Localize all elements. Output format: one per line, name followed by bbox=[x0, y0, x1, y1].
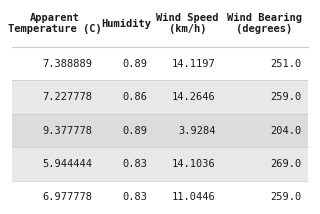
Bar bbox=[12, 47, 308, 80]
Text: 3.9284: 3.9284 bbox=[178, 126, 215, 135]
Text: Wind Speed
(km/h): Wind Speed (km/h) bbox=[156, 13, 219, 34]
Text: 204.0: 204.0 bbox=[270, 126, 301, 135]
Text: 259.0: 259.0 bbox=[270, 92, 301, 102]
Bar bbox=[12, 80, 308, 114]
Text: 0.89: 0.89 bbox=[123, 126, 148, 135]
Text: 0.89: 0.89 bbox=[123, 59, 148, 69]
Text: 5.944444: 5.944444 bbox=[42, 159, 92, 169]
Text: 0.83: 0.83 bbox=[123, 192, 148, 202]
Text: 11.0446: 11.0446 bbox=[172, 192, 215, 202]
Text: 7.227778: 7.227778 bbox=[42, 92, 92, 102]
Text: 7.388889: 7.388889 bbox=[42, 59, 92, 69]
Text: Humidity: Humidity bbox=[101, 19, 151, 28]
Bar bbox=[12, 114, 308, 147]
Text: 251.0: 251.0 bbox=[270, 59, 301, 69]
Text: 269.0: 269.0 bbox=[270, 159, 301, 169]
Text: 14.1036: 14.1036 bbox=[172, 159, 215, 169]
Text: 14.1197: 14.1197 bbox=[172, 59, 215, 69]
Bar bbox=[12, 0, 308, 47]
Text: 0.83: 0.83 bbox=[123, 159, 148, 169]
Bar bbox=[12, 181, 308, 214]
Text: 9.377778: 9.377778 bbox=[42, 126, 92, 135]
Bar bbox=[12, 147, 308, 181]
Text: 6.977778: 6.977778 bbox=[42, 192, 92, 202]
Text: Apparent
Temperature (C): Apparent Temperature (C) bbox=[8, 13, 102, 34]
Text: 0.86: 0.86 bbox=[123, 92, 148, 102]
Text: 259.0: 259.0 bbox=[270, 192, 301, 202]
Text: Wind Bearing
(degrees): Wind Bearing (degrees) bbox=[227, 13, 302, 34]
Text: 14.2646: 14.2646 bbox=[172, 92, 215, 102]
